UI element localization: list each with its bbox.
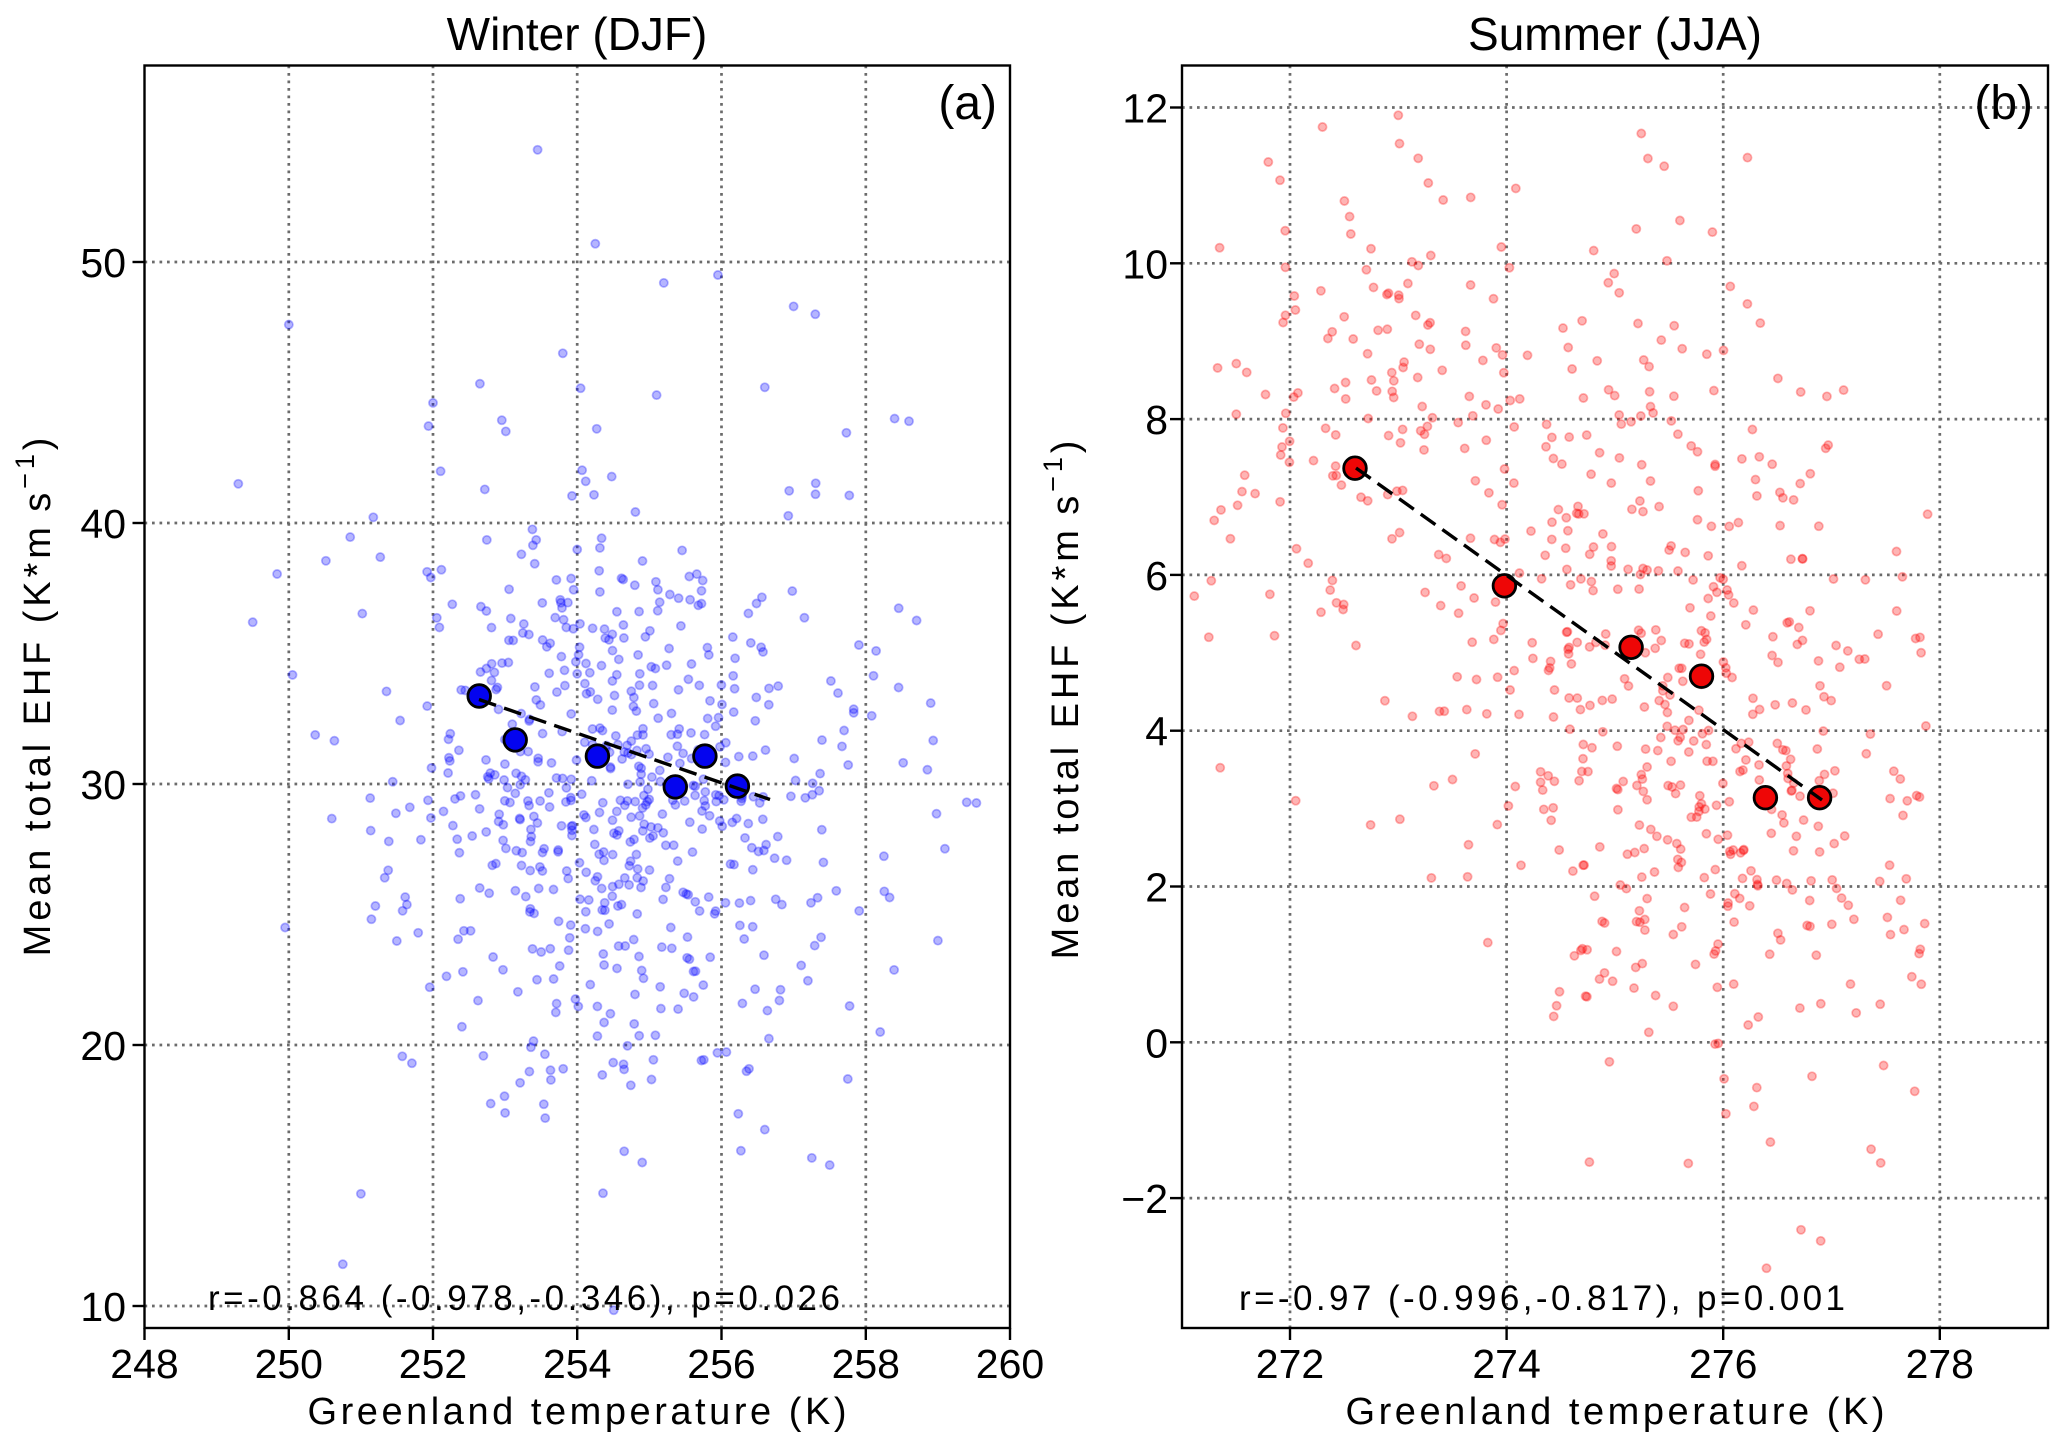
svg-text:6: 6 <box>1145 553 1168 599</box>
svg-text:Greenland temperature (K): Greenland temperature (K) <box>1346 1391 1885 1433</box>
svg-text:274: 274 <box>1472 1341 1540 1387</box>
svg-text:Summer (JJA): Summer (JJA) <box>1468 8 1762 60</box>
svg-text:272: 272 <box>1256 1341 1324 1387</box>
svg-text:252: 252 <box>399 1341 467 1387</box>
svg-text:Mean total EHF (K*m s−1): Mean total EHF (K*m s−1) <box>1038 437 1087 960</box>
svg-text:10: 10 <box>80 1284 126 1330</box>
svg-text:−2: −2 <box>1121 1176 1168 1222</box>
svg-text:40: 40 <box>80 501 126 547</box>
svg-text:254: 254 <box>543 1341 611 1387</box>
svg-text:20: 20 <box>80 1023 126 1069</box>
svg-text:0: 0 <box>1145 1020 1168 1066</box>
svg-text:r=-0.97 (-0.996,-0.817), p=0.0: r=-0.97 (-0.996,-0.817), p=0.001 <box>1239 1279 1845 1318</box>
svg-text:Mean total EHF (K*m s−1): Mean total EHF (K*m s−1) <box>10 434 59 957</box>
svg-text:256: 256 <box>687 1341 755 1387</box>
svg-text:276: 276 <box>1689 1341 1757 1387</box>
svg-text:2: 2 <box>1145 865 1168 911</box>
svg-text:250: 250 <box>255 1341 323 1387</box>
svg-text:4: 4 <box>1145 709 1168 755</box>
svg-text:Greenland temperature (K): Greenland temperature (K) <box>308 1391 847 1433</box>
svg-text:258: 258 <box>832 1341 900 1387</box>
svg-text:10: 10 <box>1122 241 1168 287</box>
svg-text:278: 278 <box>1906 1341 1974 1387</box>
svg-text:30: 30 <box>80 762 126 808</box>
svg-text:(b): (b) <box>1974 77 2033 130</box>
svg-text:50: 50 <box>80 240 126 286</box>
svg-text:Winter (DJF): Winter (DJF) <box>447 8 708 60</box>
svg-text:(a): (a) <box>938 77 997 130</box>
svg-text:248: 248 <box>110 1341 178 1387</box>
svg-text:12: 12 <box>1122 86 1168 132</box>
svg-text:260: 260 <box>976 1341 1044 1387</box>
svg-text:r=-0.864 (-0.978,-0.346), p=0.: r=-0.864 (-0.978,-0.346), p=0.026 <box>208 1279 840 1318</box>
svg-text:8: 8 <box>1145 397 1168 443</box>
